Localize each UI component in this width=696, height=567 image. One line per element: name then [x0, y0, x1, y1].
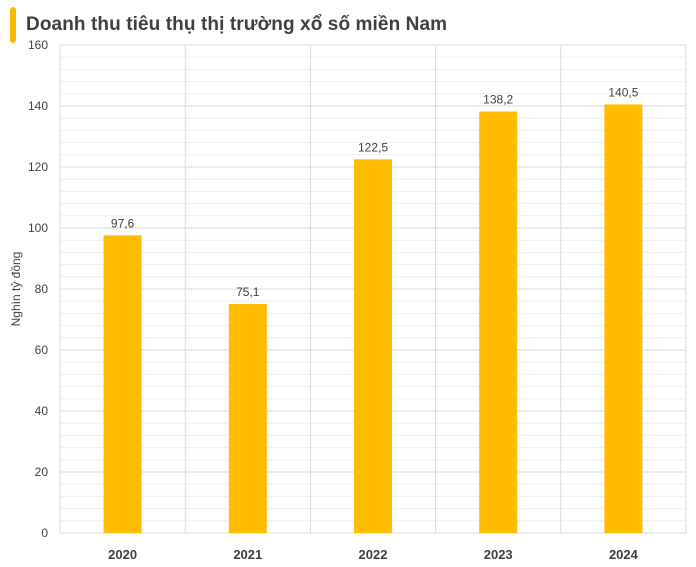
data-label-2022: 122,5	[358, 140, 388, 154]
x-tick-label-2023: 2023	[484, 547, 513, 562]
data-label-2023: 138,2	[483, 92, 513, 106]
chart-title: Doanh thu tiêu thụ thị trường xổ số miền…	[26, 14, 448, 35]
x-tick-label-2024: 2024	[609, 547, 639, 562]
x-tick-label-2022: 2022	[359, 547, 388, 562]
chart-title-bar: Doanh thu tiêu thụ thị trường xổ số miền…	[10, 6, 447, 44]
y-axis-tick-labels: 0 20 40 60 80 100 120 140 160	[28, 38, 48, 540]
data-labels: 97,6 75,1 122,5 138,2 140,5	[111, 85, 639, 298]
bar-2020	[103, 235, 142, 533]
y-tick-label: 160	[28, 38, 48, 52]
y-tick-label: 40	[35, 404, 49, 418]
bar-2024	[604, 104, 643, 533]
data-label-2021: 75,1	[236, 285, 260, 299]
major-gridlines	[59, 44, 687, 534]
bars	[103, 104, 643, 534]
y-tick-label: 120	[28, 160, 48, 174]
x-tick-label-2020: 2020	[108, 547, 137, 562]
y-tick-label: 20	[35, 465, 49, 479]
y-tick-label: 0	[41, 526, 48, 540]
data-label-2020: 97,6	[111, 216, 135, 230]
bar-2023	[479, 111, 518, 534]
y-tick-label: 80	[35, 282, 49, 296]
x-tick-label-2021: 2021	[233, 547, 262, 562]
y-tick-label: 100	[28, 221, 48, 235]
y-tick-label: 60	[35, 343, 49, 357]
data-label-2024: 140,5	[608, 85, 638, 99]
y-axis-title: Nghìn tỷ đồng	[9, 252, 23, 327]
x-axis-tick-labels: 2020 2021 2022 2023 2024	[108, 547, 638, 562]
title-accent-bar	[10, 7, 16, 43]
bar-2021	[228, 303, 267, 533]
bar-2022	[354, 159, 392, 533]
y-tick-label: 140	[28, 99, 48, 113]
